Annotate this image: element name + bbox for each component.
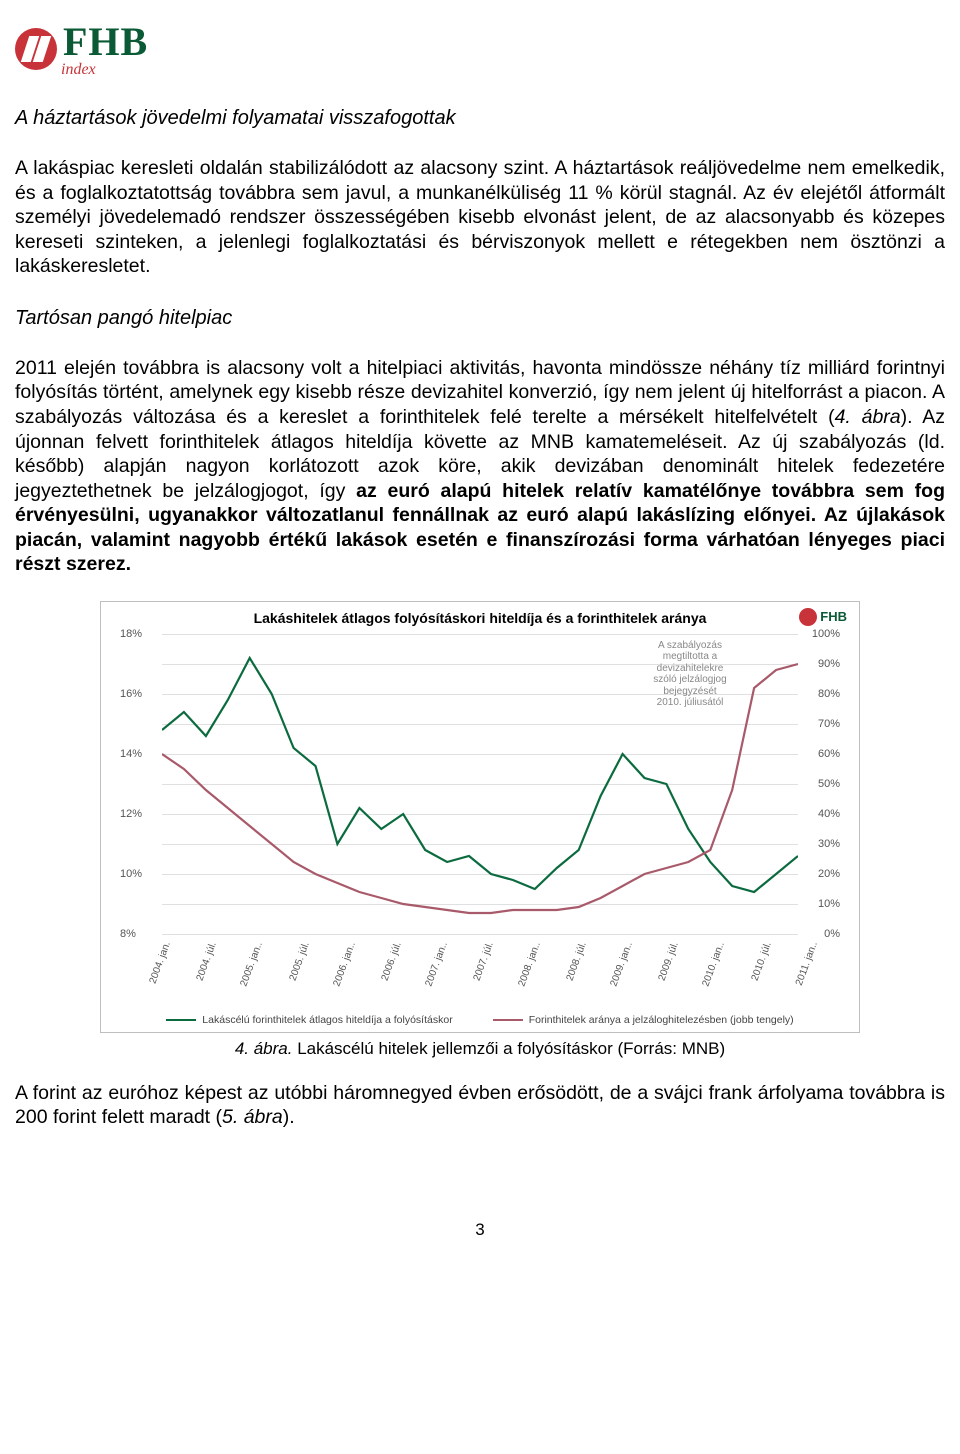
paragraph-1: A lakáspiac keresleti oldalán stabilizál… [15, 156, 945, 279]
legend-item-arany: Forinthitelek aránya a jelzáloghitelezés… [493, 1014, 794, 1026]
chart-fhb-logo: FHB [799, 608, 847, 626]
paragraph-2: 2011 elején továbbra is alacsony volt a … [15, 356, 945, 577]
legend-swatch-hiteldij [166, 1019, 196, 1021]
legend-item-hiteldij: Lakáscélú forinthitelek átlagos hiteldíj… [166, 1014, 452, 1026]
chart-plot-area: A szabályozásmegtiltotta adevizahitelekr… [120, 630, 840, 940]
section-title-1: A háztartások jövedelmi folyamatai vissz… [15, 107, 945, 130]
chart-x-axis-labels: 2004. jan.2004. júl.2005. jan..2005. júl… [151, 940, 809, 1006]
chart-legend: Lakáscélú forinthitelek átlagos hiteldíj… [109, 1014, 851, 1026]
fhb-mini-text: FHB [820, 609, 847, 624]
section-title-2: Tartósan pangó hitelpiac [15, 307, 945, 330]
legend-label-hiteldij: Lakáscélú forinthitelek átlagos hiteldíj… [202, 1014, 452, 1026]
caption-figure-number: 4. ábra. [235, 1039, 293, 1058]
caption-text: Lakáscélú hitelek jellemzői a folyósítás… [292, 1039, 725, 1058]
chart-caption: 4. ábra. Lakáscélú hitelek jellemzői a f… [15, 1039, 945, 1059]
fhb-logo: FHB index [15, 18, 945, 79]
legend-swatch-arany [493, 1019, 523, 1021]
chart-box: Lakáshitelek átlagos folyósításkori hite… [100, 601, 860, 1033]
para3-figure-ref: 5. ábra [222, 1106, 283, 1128]
para2-text-1: 2011 elején továbbra is alacsony volt a … [15, 357, 945, 428]
chart-title: Lakáshitelek átlagos folyósításkori hite… [254, 610, 707, 626]
logo-brand-text: FHB [63, 18, 148, 65]
paragraph-3: A forint az euróhoz képest az utóbbi hár… [15, 1081, 945, 1130]
legend-label-arany: Forinthitelek aránya a jelzáloghitelezés… [529, 1014, 794, 1026]
chart-annotation: A szabályozásmegtiltotta adevizahitelekr… [630, 640, 750, 709]
para3-text-2: ). [283, 1106, 295, 1128]
fhb-logo-icon [15, 28, 57, 70]
page-number: 3 [15, 1220, 945, 1240]
fhb-mini-icon [799, 608, 817, 626]
chart-container: Lakáshitelek átlagos folyósításkori hite… [15, 601, 945, 1033]
page-header-logo: FHB index [15, 0, 945, 79]
para2-figure-ref: 4. ábra [835, 406, 901, 428]
para3-text-1: A forint az euróhoz képest az utóbbi hár… [15, 1082, 945, 1129]
